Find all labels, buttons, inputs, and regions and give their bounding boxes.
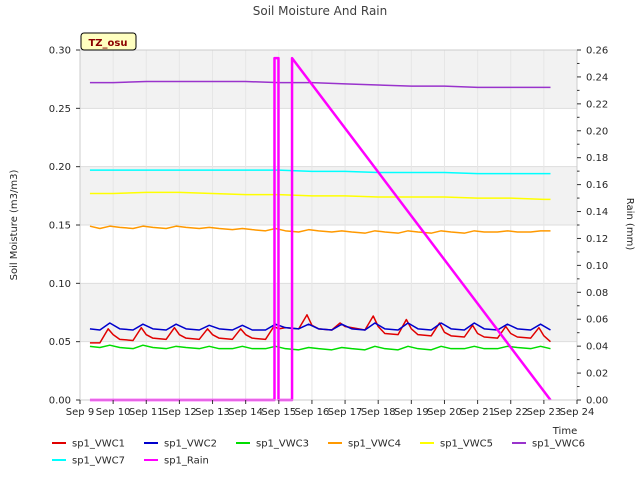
legend-item-sp1-vwc4: sp1_VWC4 [328, 439, 401, 450]
y2-tick-label: 0.14 [586, 207, 608, 218]
legend-item-sp1-vwc1: sp1_VWC1 [52, 439, 125, 450]
legend-label: sp1_VWC5 [440, 439, 493, 450]
y2-tick-label: 0.18 [586, 153, 608, 164]
x-tick-label: Sep 13 [195, 407, 230, 418]
x-tick-label: Sep 9 [66, 407, 94, 418]
x-tick-label: Sep 22 [493, 407, 528, 418]
x-tick-label: Sep 17 [328, 407, 363, 418]
x-tick-label: Sep 20 [427, 407, 462, 418]
x-tick-label: Sep 19 [394, 407, 429, 418]
chart-title: Soil Moisture And Rain [253, 4, 388, 18]
x-tick-label: Sep 18 [361, 407, 396, 418]
x-tick-label: Sep 23 [526, 407, 561, 418]
background-band [80, 283, 577, 342]
y-tick-label: 0.15 [49, 221, 71, 232]
series-line-sp1-vwc2 [89, 322, 551, 331]
y2-tick-label: 0.08 [586, 288, 608, 299]
legend-label: sp1_VWC6 [532, 439, 585, 450]
legend-item-sp1-vwc5: sp1_VWC5 [420, 439, 493, 450]
y-tick-label: 0.30 [49, 46, 71, 57]
background-band [80, 341, 577, 400]
x-tick-label: Sep 15 [261, 407, 296, 418]
y-axis-label: Soil Moisture (m3/m3) [9, 170, 20, 281]
series-layer [89, 56, 552, 402]
y2-tick-label: 0.04 [586, 342, 608, 353]
y2-axis-ticks: 0.00 0.02 0.04 0.06 0.08 0.10 0.12 0.14 0.16 0.18… [577, 46, 608, 407]
x-tick-label: Sep 14 [228, 407, 263, 418]
y-axis-ticks: 0.00 0.05 0.10 0.15 0.20 0.25 0.30 [49, 46, 80, 407]
legend-item-sp1-vwc2: sp1_VWC2 [144, 439, 217, 450]
x-tick-label: Sep 16 [295, 407, 330, 418]
y-tick-label: 0.20 [49, 162, 71, 173]
series-line-sp1-vwc5 [89, 191, 551, 201]
legend-item-sp1-vwc7: sp1_VWC7 [52, 456, 125, 467]
x-axis-label: Time [552, 426, 577, 437]
legend-label: sp1_VWC2 [164, 439, 217, 450]
legend-label: sp1_VWC3 [256, 439, 309, 450]
background-band [80, 108, 577, 167]
legend-item-sp1-rain: sp1_Rain [144, 456, 209, 467]
y-tick-label: 0.00 [49, 396, 71, 407]
y2-tick-label: 0.10 [586, 261, 608, 272]
y2-tick-label: 0.16 [586, 180, 608, 191]
legend-item-sp1-vwc6: sp1_VWC6 [512, 439, 585, 450]
legend-label: sp1_Rain [164, 456, 209, 467]
y2-axis-label: Rain (mm) [624, 198, 635, 251]
y2-tick-label: 0.24 [586, 72, 608, 83]
series-line-sp1-vwc3 [89, 344, 551, 351]
y2-tick-label: 0.00 [586, 396, 608, 407]
legend-label: sp1_VWC7 [72, 456, 125, 467]
y-tick-label: 0.05 [49, 337, 71, 348]
background-band [80, 50, 577, 109]
series-line-sp1-vwc7 [89, 169, 551, 175]
y2-tick-label: 0.26 [586, 46, 608, 57]
y-tick-label: 0.10 [49, 279, 71, 290]
background-bands [80, 50, 577, 400]
x-tick-label: Sep 12 [162, 407, 197, 418]
series-line-sp1-vwc6 [89, 80, 551, 89]
y2-tick-label: 0.20 [586, 126, 608, 137]
x-tick-label: Sep 11 [129, 407, 164, 418]
x-tick-label: Sep 24 [560, 407, 595, 418]
legend-label: sp1_VWC1 [72, 439, 125, 450]
x-tick-label: Sep 21 [460, 407, 495, 418]
series-line-sp1-rain [89, 56, 552, 402]
station-badge-label: TZ_osu [88, 38, 127, 49]
legend: sp1_VWC1 sp1_VWC2 sp1_VWC3 sp1_VWC4 sp1_VWC5… [52, 439, 585, 467]
y2-tick-label: 0.12 [586, 234, 608, 245]
y-tick-label: 0.25 [49, 104, 71, 115]
x-tick-label: Sep 10 [96, 407, 131, 418]
y2-tick-label: 0.06 [586, 315, 608, 326]
legend-item-sp1-vwc3: sp1_VWC3 [236, 439, 309, 450]
y2-tick-label: 0.22 [586, 99, 608, 110]
station-badge: TZ_osu [80, 32, 137, 51]
legend-label: sp1_VWC4 [348, 439, 401, 450]
series-line-sp1-vwc4 [89, 225, 551, 234]
background-band [80, 225, 577, 284]
y2-tick-label: 0.02 [586, 369, 608, 380]
